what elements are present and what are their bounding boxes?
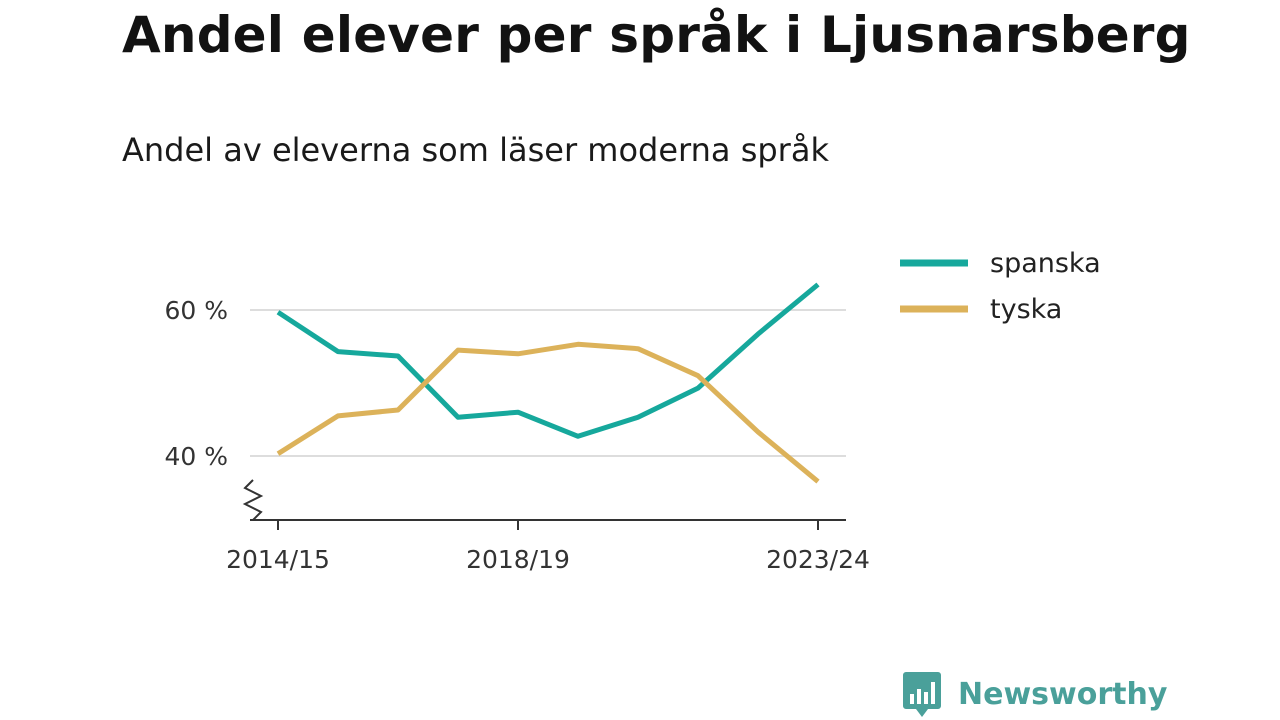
axis-layer: 40 % 60 % 2014/15 2018/19 2023/24	[164, 296, 869, 574]
x-tick-label: 2023/24	[766, 545, 870, 574]
series-line-tyska	[276, 341, 820, 484]
legend-label-spanska: spanska	[990, 248, 1101, 279]
newsworthy-logo-icon	[903, 672, 941, 717]
chart-subtitle: Andel av eleverna som läser moderna språ…	[122, 131, 829, 169]
series-layer	[276, 282, 820, 484]
legend-label-tyska: tyska	[990, 294, 1062, 325]
chart-title: Andel elever per språk i Ljusnarsberg	[122, 6, 1191, 64]
y-tick-label: 60 %	[164, 296, 228, 325]
legend: spanska tyska	[900, 248, 1101, 325]
newsworthy-brand: Newsworthy	[902, 670, 1167, 718]
brand-name: Newsworthy	[958, 676, 1168, 712]
x-tick-label: 2014/15	[226, 545, 330, 574]
y-tick-label: 40 %	[164, 442, 228, 471]
axis-break-icon	[242, 479, 264, 521]
x-tick-label: 2018/19	[466, 545, 570, 574]
series-line-spanska	[276, 282, 820, 439]
grid-layer	[250, 309, 846, 457]
